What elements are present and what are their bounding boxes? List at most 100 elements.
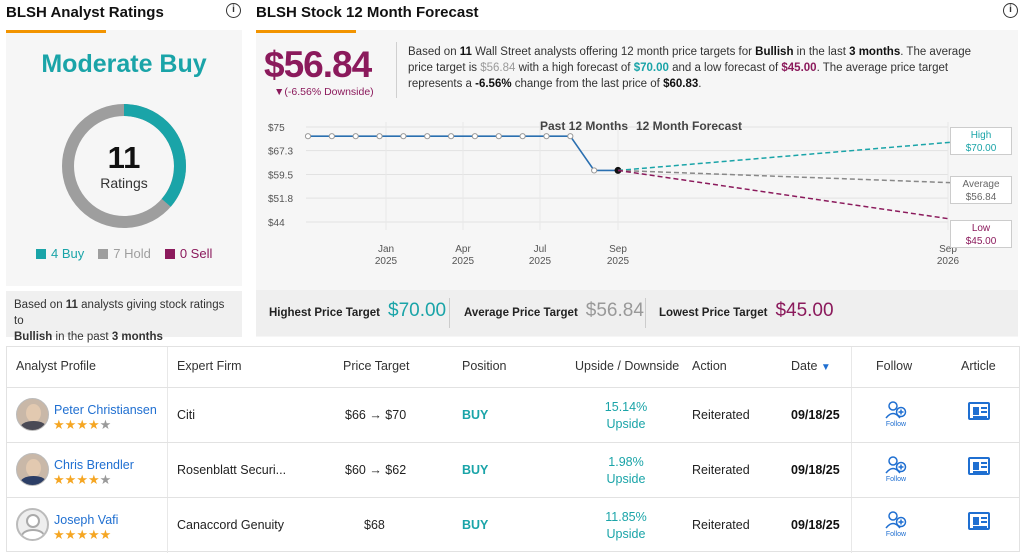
legend-hold-label: 7 Hold bbox=[113, 246, 151, 261]
legend-buy-label: 4 Buy bbox=[51, 246, 85, 261]
average-price-target-item: Average Price Target $56.84 bbox=[464, 300, 644, 321]
upside-value: 15.14% Upside bbox=[604, 400, 648, 431]
follow-button[interactable]: Follow bbox=[881, 456, 911, 483]
divider bbox=[645, 298, 646, 328]
star-icon: ★ bbox=[87, 527, 100, 542]
star-rating: ★★★★★ bbox=[53, 472, 111, 488]
price-point bbox=[352, 133, 359, 140]
lowest-price-target: Lowest Price Target $45.00 bbox=[659, 300, 834, 321]
price-target: $66 → $70 bbox=[345, 408, 407, 422]
star-rating: ★★★★★ bbox=[53, 527, 111, 543]
price-target: $60 → $62 bbox=[345, 463, 407, 477]
follow-icon bbox=[885, 511, 907, 529]
accent-bar bbox=[6, 30, 106, 33]
star-rating: ★★★★★ bbox=[53, 417, 111, 433]
follow-icon bbox=[885, 401, 907, 419]
upside-value: 1.98% Upside bbox=[606, 455, 646, 486]
header-analyst-profile[interactable]: Analyst Profile bbox=[16, 359, 96, 373]
header-action[interactable]: Action bbox=[692, 359, 727, 373]
rating-date: 09/18/25 bbox=[791, 518, 840, 532]
average-price-target: $56.84 bbox=[264, 44, 372, 85]
highest-value: $70.00 bbox=[388, 300, 447, 321]
avatar[interactable] bbox=[16, 398, 49, 431]
divider bbox=[449, 298, 450, 328]
avatar[interactable] bbox=[16, 453, 49, 486]
follow-button[interactable]: Follow bbox=[881, 401, 911, 428]
x-tick-label: 2025 bbox=[529, 256, 552, 267]
analyst-name[interactable]: Peter Christiansen bbox=[54, 403, 157, 417]
sort-desc-icon[interactable]: ▼ bbox=[820, 362, 831, 373]
average-forecast-line bbox=[617, 169, 951, 184]
divider bbox=[7, 442, 1019, 443]
info-icon[interactable]: i bbox=[1003, 3, 1018, 18]
article-icon[interactable] bbox=[968, 457, 990, 475]
highest-price-target: Highest Price Target $70.00 bbox=[269, 300, 447, 321]
follow-icon bbox=[885, 456, 907, 474]
star-icon: ★ bbox=[99, 417, 112, 432]
price-point bbox=[543, 133, 550, 140]
expert-firm: Rosenblatt Securi... bbox=[177, 463, 287, 477]
price-point bbox=[328, 133, 335, 140]
star-icon: ★ bbox=[64, 417, 77, 432]
divider bbox=[7, 387, 1019, 388]
header-date[interactable]: Date ▼ bbox=[791, 359, 831, 373]
analyst-table bbox=[6, 346, 1020, 552]
average-forecast-box: Average $56.84 bbox=[950, 176, 1012, 204]
star-icon: ★ bbox=[99, 527, 112, 542]
low-forecast-line bbox=[617, 169, 951, 220]
price-point bbox=[471, 133, 479, 140]
upside-value: 11.85% Upside bbox=[605, 510, 647, 541]
forecast-card bbox=[256, 30, 1018, 337]
header-article: Article bbox=[961, 359, 996, 373]
price-point bbox=[400, 133, 407, 140]
accent-bar bbox=[256, 30, 356, 33]
star-icon: ★ bbox=[87, 417, 100, 432]
follow-button[interactable]: Follow bbox=[881, 511, 911, 538]
header-expert-firm[interactable]: Expert Firm bbox=[177, 359, 242, 373]
x-tick-label: Jul bbox=[534, 244, 547, 255]
star-icon: ★ bbox=[76, 527, 88, 542]
avatar-placeholder[interactable] bbox=[16, 508, 49, 541]
consensus-rating: Moderate Buy bbox=[41, 50, 207, 78]
price-point bbox=[424, 133, 431, 140]
header-position[interactable]: Position bbox=[462, 359, 507, 373]
x-tick-label: 2025 bbox=[452, 256, 475, 267]
x-tick-label: Jan bbox=[378, 244, 394, 255]
x-tick-label: Sep bbox=[939, 244, 957, 255]
star-icon: ★ bbox=[76, 472, 88, 487]
high-forecast-line bbox=[617, 141, 951, 172]
analyst-name[interactable]: Joseph Vafi bbox=[54, 513, 119, 527]
past-section-label: Past 12 Months bbox=[540, 119, 628, 133]
y-tick-label: $75 bbox=[268, 123, 285, 134]
forecast-section-label: 12 Month Forecast bbox=[636, 119, 742, 133]
expert-firm: Citi bbox=[177, 408, 196, 422]
rating-date: 09/18/25 bbox=[791, 408, 840, 422]
star-icon: ★ bbox=[64, 472, 77, 487]
position: BUY bbox=[462, 463, 489, 477]
action: Reiterated bbox=[692, 518, 750, 532]
ratings-donut bbox=[62, 104, 186, 228]
high-forecast-box: High $70.00 bbox=[950, 127, 1012, 155]
price-history-line bbox=[308, 135, 618, 172]
price-point bbox=[304, 133, 312, 140]
star-icon: ★ bbox=[87, 472, 100, 487]
y-tick-label: $51.8 bbox=[268, 194, 293, 205]
action: Reiterated bbox=[692, 408, 750, 422]
header-upside[interactable]: Upside / Downside bbox=[575, 359, 680, 373]
legend-hold: 7 Hold bbox=[98, 246, 151, 261]
legend-sell-label: 0 Sell bbox=[179, 246, 213, 261]
analyst-name[interactable]: Chris Brendler bbox=[54, 458, 134, 472]
ratings-card bbox=[6, 30, 242, 286]
legend-sell: 0 Sell bbox=[164, 246, 213, 261]
position: BUY bbox=[462, 408, 489, 422]
average-value: $56.84 bbox=[585, 300, 644, 321]
article-icon[interactable] bbox=[968, 512, 990, 530]
x-tick-label: Sep bbox=[609, 244, 627, 255]
ratings-caption: Ratings bbox=[100, 175, 148, 191]
info-icon[interactable]: i bbox=[226, 3, 241, 18]
x-tick-label: 2025 bbox=[607, 256, 630, 267]
article-icon[interactable] bbox=[968, 402, 990, 420]
low-forecast-box: Low $45.00 bbox=[950, 220, 1012, 248]
header-price-target[interactable]: Price Target bbox=[343, 359, 410, 373]
y-tick-label: $67.3 bbox=[268, 147, 293, 158]
